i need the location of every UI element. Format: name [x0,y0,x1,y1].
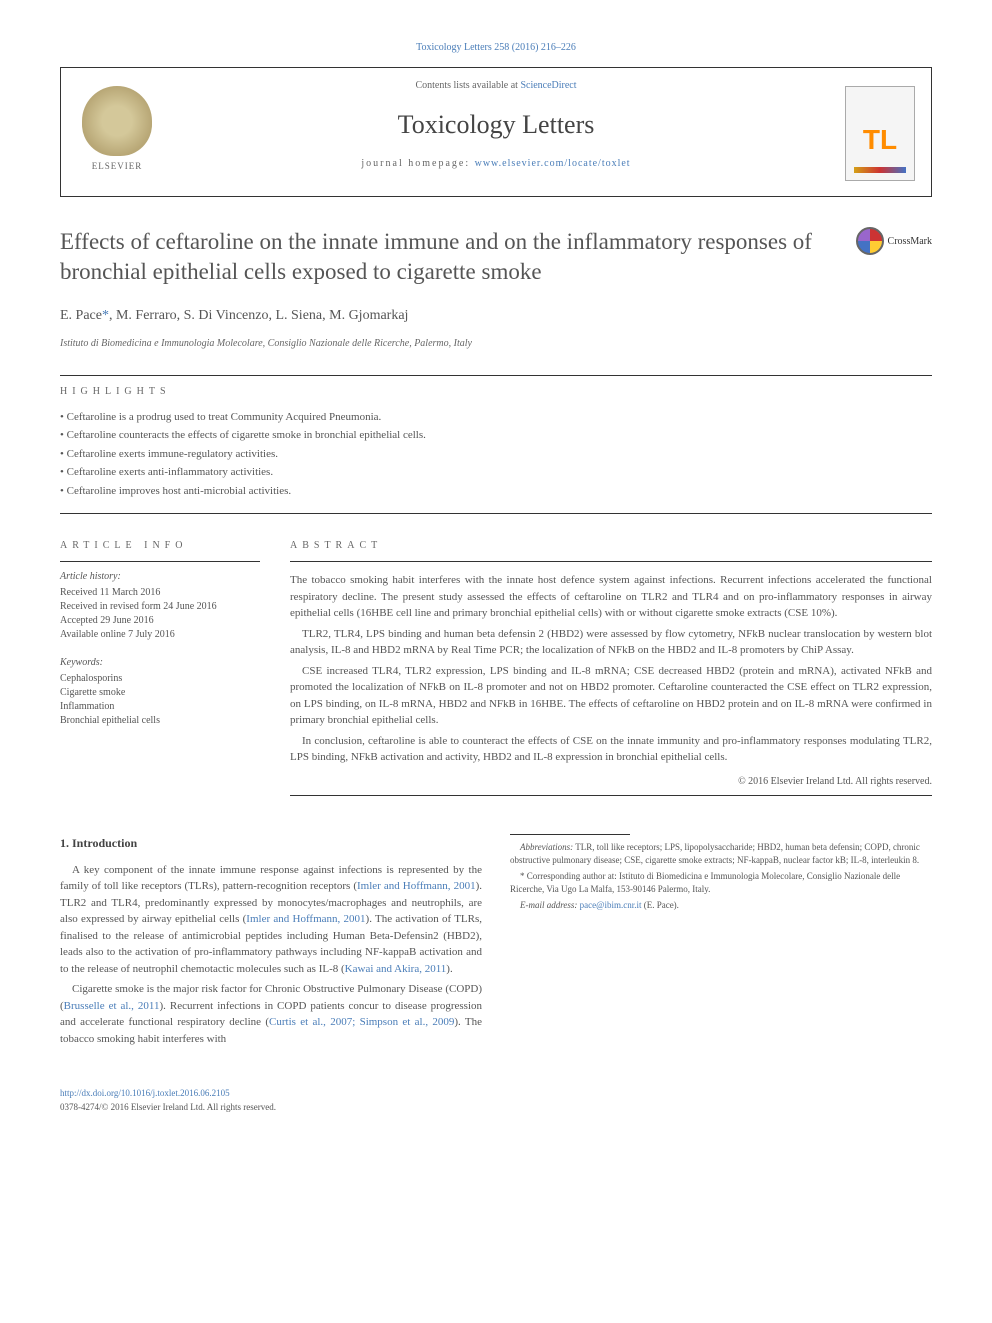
rule [290,561,932,562]
doi-link[interactable]: http://dx.doi.org/10.1016/j.toxlet.2016.… [60,1088,230,1098]
footnote-email: E-mail address: pace@ibim.cnr.it (E. Pac… [510,899,932,913]
abstract-column: ABSTRACT The tobacco smoking habit inter… [290,538,932,804]
rule [290,795,932,796]
email-person: (E. Pace). [641,900,678,910]
citation-link[interactable]: Imler and Hoffmann, 2001 [246,913,365,925]
citation-link[interactable]: Brusselle et al., 2011 [64,1000,160,1012]
elsevier-tree-icon [82,86,152,156]
intro-heading: 1. Introduction [60,834,482,852]
sciencedirect-link[interactable]: ScienceDirect [520,80,576,91]
intro-text: ). [446,963,452,975]
highlights-list: Ceftaroline is a prodrug used to treat C… [60,409,932,500]
intro-para-2: Cigarette smoke is the major risk factor… [60,981,482,1047]
journal-cover-logo: TL [845,86,915,181]
contents-line: Contents lists available at ScienceDirec… [77,78,915,93]
keyword-item: Cephalosporins [60,672,260,686]
article-history: Article history: Received 11 March 2016 … [60,570,260,642]
tl-text: TL [846,119,914,161]
tl-bar-icon [854,167,906,173]
journal-ref-link[interactable]: Toxicology Letters 258 (2016) 216–226 [416,42,576,53]
homepage-prefix: journal homepage: [361,158,474,169]
issn-copyright: 0378-4274/© 2016 Elsevier Ireland Ltd. A… [60,1101,932,1115]
journal-header-box: ELSEVIER Contents lists available at Sci… [60,67,932,197]
abstract-para: CSE increased TLR4, TLR2 expression, LPS… [290,663,932,729]
contents-prefix: Contents lists available at [415,80,520,91]
keyword-item: Inflammation [60,700,260,714]
citation-link[interactable]: Curtis et al., 2007; Simpson et al., 200… [269,1016,454,1028]
elsevier-label: ELSEVIER [77,160,157,174]
authors: E. Pace*, M. Ferraro, S. Di Vincenzo, L.… [60,305,932,326]
citation-link[interactable]: Imler and Hoffmann, 2001 [357,880,476,892]
highlight-item: Ceftaroline improves host anti-microbial… [60,483,932,500]
intro-para-1: A key component of the innate immune res… [60,862,482,978]
highlight-item: Ceftaroline is a prodrug used to treat C… [60,409,932,426]
highlights-label: HIGHLIGHTS [60,384,932,399]
footnotes: Abbreviations: TLR, toll like receptors;… [510,841,932,913]
email-label: E-mail address: [520,900,577,910]
article-info-label: ARTICLE INFO [60,538,260,553]
history-line: Available online 7 July 2016 [60,628,260,642]
homepage-link[interactable]: www.elsevier.com/locate/toxlet [475,158,631,169]
keyword-item: Bronchial epithelial cells [60,714,260,728]
doi-block: http://dx.doi.org/10.1016/j.toxlet.2016.… [60,1087,932,1114]
footnote-rule [510,834,630,835]
abstract-copyright: © 2016 Elsevier Ireland Ltd. All rights … [290,774,932,789]
author-first: E. Pace [60,308,102,323]
abstract-para: The tobacco smoking habit interferes wit… [290,572,932,622]
keywords: Keywords: Cephalosporins Cigarette smoke… [60,656,260,728]
crossmark-label: CrossMark [888,234,932,249]
citation-link[interactable]: Kawai and Akira, 2011 [345,963,447,975]
history-line: Received 11 March 2016 [60,586,260,600]
rule [60,561,260,562]
article-info-column: ARTICLE INFO Article history: Received 1… [60,538,260,804]
history-line: Accepted 29 June 2016 [60,614,260,628]
crossmark-badge[interactable]: CrossMark [856,227,932,255]
footnote-abbrev: Abbreviations: TLR, toll like receptors;… [510,841,932,868]
rule [60,513,932,514]
elsevier-logo: ELSEVIER [77,86,157,181]
history-line: Received in revised form 24 June 2016 [60,600,260,614]
crossmark-icon [856,227,884,255]
journal-reference: Toxicology Letters 258 (2016) 216–226 [60,40,932,55]
journal-name: Toxicology Letters [77,105,915,144]
rule [60,375,932,376]
abstract-para: TLR2, TLR4, LPS binding and human beta d… [290,626,932,659]
footnote-corresponding: * Corresponding author at: Istituto di B… [510,870,932,897]
history-header: Article history: [60,570,260,584]
highlight-item: Ceftaroline exerts anti-inflammatory act… [60,464,932,481]
email-link[interactable]: pace@ibim.cnr.it [580,900,642,910]
highlight-item: Ceftaroline counteracts the effects of c… [60,427,932,444]
body-text: 1. Introduction A key component of the i… [60,834,932,1048]
corresponding-marker[interactable]: * [102,308,109,323]
article-title: Effects of ceftaroline on the innate imm… [60,227,840,287]
abbrev-label: Abbreviations: [520,842,573,852]
highlight-item: Ceftaroline exerts immune-regulatory act… [60,446,932,463]
keyword-item: Cigarette smoke [60,686,260,700]
homepage-line: journal homepage: www.elsevier.com/locat… [77,156,915,171]
abstract-para: In conclusion, ceftaroline is able to co… [290,733,932,766]
keywords-header: Keywords: [60,656,260,670]
abstract-label: ABSTRACT [290,538,932,553]
authors-rest: , M. Ferraro, S. Di Vincenzo, L. Siena, … [109,308,408,323]
affiliation: Istituto di Biomedicina e Immunologia Mo… [60,336,932,351]
